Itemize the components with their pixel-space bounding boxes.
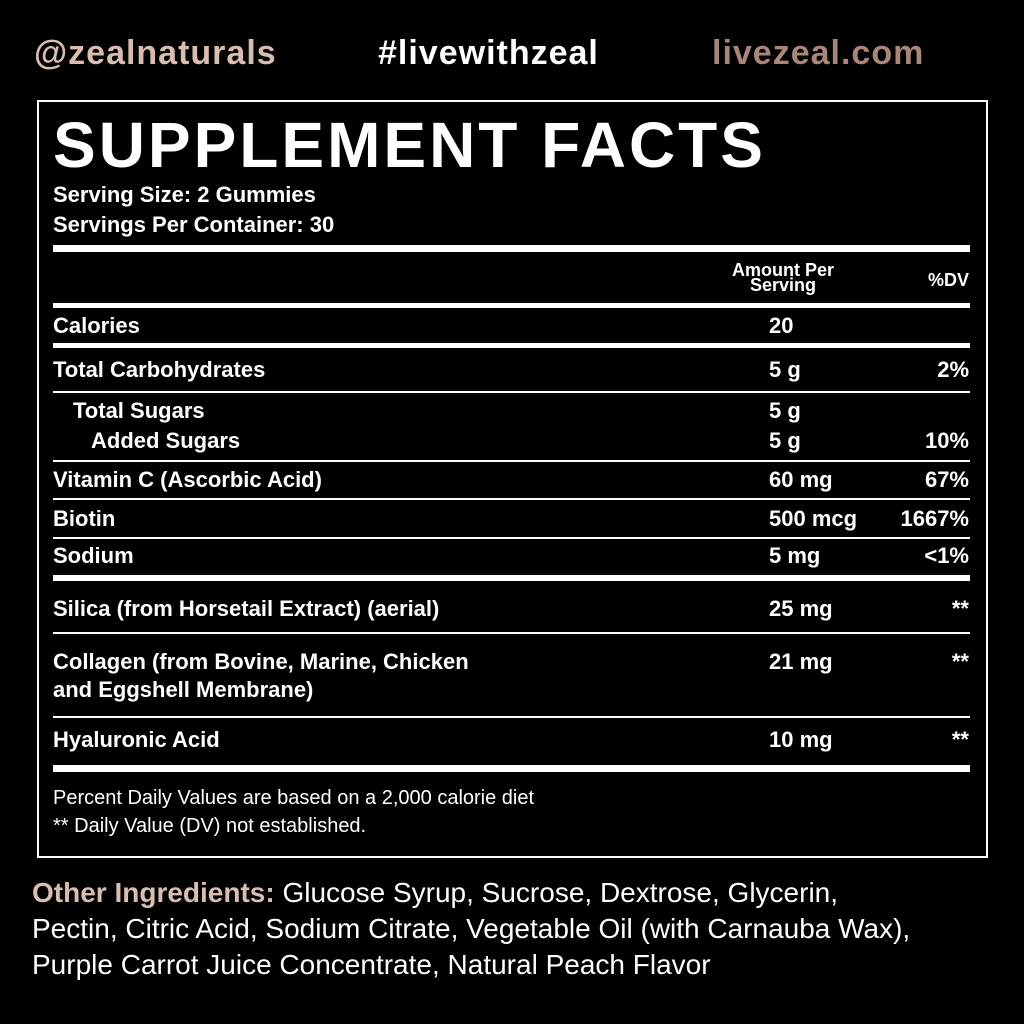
hashtag: #livewithzeal (378, 34, 599, 72)
rule (53, 460, 970, 462)
rule (53, 765, 970, 772)
nutrient-name: Total Sugars (73, 398, 205, 423)
amount: 20 (769, 313, 794, 338)
nutrient-name: Vitamin C (Ascorbic Acid) (53, 467, 322, 492)
rule (53, 537, 970, 539)
thick-rule (53, 303, 970, 308)
facts-panel (37, 100, 988, 858)
handle: @zealnaturals (34, 34, 277, 72)
other-ingredients-line: Other Ingredients: Glucose Syrup, Sucros… (32, 879, 838, 907)
daily-value: 2% (937, 357, 969, 382)
daily-value: ** (951, 649, 969, 674)
daily-value: ** (951, 596, 969, 621)
nutrient-name: Collagen (from Bovine, Marine, Chicken (53, 649, 469, 674)
panel-title: SUPPLEMENT FACTS (53, 109, 766, 181)
daily-value: 1667% (900, 506, 969, 531)
amount: 21 mg (769, 649, 833, 674)
amount: 5 g (769, 357, 801, 382)
rule (53, 498, 970, 500)
nutrient-name: Total Carbohydrates (53, 357, 266, 382)
amount: 5 mg (769, 543, 821, 568)
rule (53, 716, 970, 718)
nutrient-name: Silica (from Horsetail Extract) (aerial) (53, 596, 440, 621)
amount: 25 mg (769, 596, 833, 621)
daily-value: ** (951, 727, 969, 752)
amount: 5 g (769, 398, 801, 423)
nutrient-name: Added Sugars (91, 428, 241, 453)
rule (53, 632, 970, 634)
other-ingredients-text: Pectin, Citric Acid, Sodium Citrate, Veg… (32, 913, 911, 944)
nutrient-name: Hyaluronic Acid (53, 727, 220, 752)
amount: 10 mg (769, 727, 833, 752)
rule (53, 391, 970, 393)
other-ingredients-label: Other Ingredients: (32, 877, 275, 908)
other-ingredients-text: Purple Carrot Juice Concentrate, Natural… (32, 949, 711, 980)
nutrient-name: Calories (53, 313, 140, 338)
servings-per-container: Servings Per Container: 30 (53, 212, 335, 237)
rule (53, 343, 970, 348)
footnote: ** Daily Value (DV) not established. (53, 815, 367, 837)
rule (53, 575, 970, 581)
amount: 5 g (769, 428, 801, 453)
thick-rule (53, 245, 970, 252)
serving-size: Serving Size: 2 Gummies (53, 182, 316, 207)
website: livezeal.com (712, 34, 925, 72)
amount: 60 mg (769, 467, 833, 492)
daily-value: 67% (924, 467, 969, 492)
nutrient-name: Sodium (53, 543, 134, 568)
amount-header: Amount Per Serving (731, 260, 834, 295)
dv-header: %DV (927, 270, 969, 290)
amount: 500 mcg (769, 506, 858, 531)
nutrient-name: Biotin (53, 506, 116, 531)
footnote: Percent Daily Values are based on a 2,00… (53, 787, 535, 809)
daily-value: 10% (924, 428, 969, 453)
nutrient-name: and Eggshell Membrane) (53, 677, 314, 702)
other-ingredients-text: Glucose Syrup, Sucrose, Dextrose, Glycer… (282, 877, 839, 908)
daily-value: <1% (924, 543, 969, 568)
